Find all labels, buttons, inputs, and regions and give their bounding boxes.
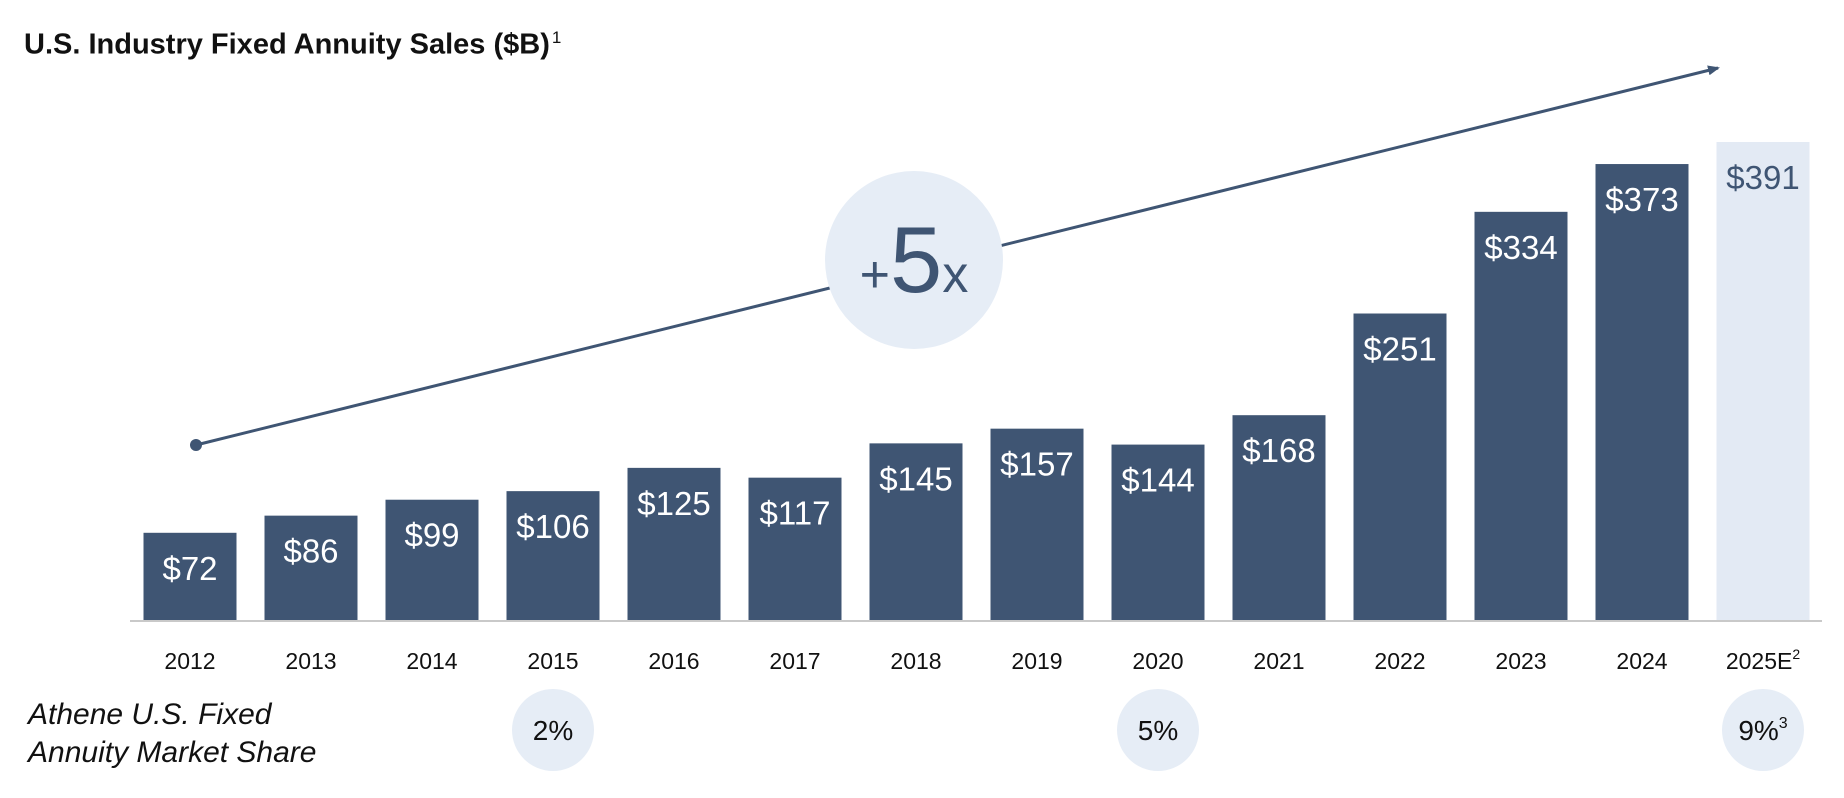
market-share-label-line1: Athene U.S. Fixed [28, 698, 272, 731]
bar-2015 [506, 491, 600, 621]
bar-value-label: $125 [637, 485, 710, 522]
bar-2016 [627, 467, 721, 621]
bar-2021 [1232, 415, 1326, 621]
chart-title-text: U.S. Industry Fixed Annuity Sales ($B) [24, 28, 550, 61]
multiplier-layer: +5x [825, 171, 1003, 349]
chart-title: U.S. Industry Fixed Annuity Sales ($B) 1 [24, 28, 561, 62]
bar-value-label: $106 [516, 508, 589, 545]
bar-2025E [1716, 142, 1810, 621]
bar-value-label: $391 [1726, 159, 1799, 196]
bar-2017 [748, 477, 842, 621]
bar-value-label: $72 [162, 550, 217, 587]
bar-value-label: $251 [1363, 331, 1436, 368]
bar-value-label: $157 [1000, 446, 1073, 483]
x-axis: 2012 2013 2014 2015 2016 2017 2018 2019 2020 2021… [130, 620, 1822, 674]
x-tick-label: 2022 [1374, 648, 1425, 674]
bar-2019 [990, 428, 1084, 621]
market-share-label-line2: Annuity Market Share [28, 736, 317, 769]
bar-value-label: $373 [1605, 181, 1678, 218]
market-share-bubble-2025E [1722, 689, 1804, 771]
x-tick-label: 2023 [1495, 648, 1546, 674]
x-tick-label: 2025E2 [1726, 646, 1801, 674]
x-tick-label: 2020 [1132, 648, 1183, 674]
bar-2013 [264, 515, 358, 621]
bar-2024 [1595, 164, 1689, 621]
market-share-value: 2% [533, 715, 573, 746]
x-tick-label: 2012 [164, 648, 215, 674]
bar-2022 [1353, 313, 1447, 621]
x-tick-label: 2014 [406, 648, 457, 674]
bar-2023 [1474, 211, 1568, 621]
bar-value-label: $145 [879, 460, 952, 497]
bar-value-label: $117 [760, 495, 831, 532]
bar-value-label: $168 [1242, 432, 1315, 469]
bar-value-label: $334 [1484, 229, 1557, 266]
x-tick-label: 2018 [890, 648, 941, 674]
growth-arrow-start-dot [190, 439, 202, 451]
x-tick-label: 2024 [1616, 648, 1667, 674]
x-tick-label: 2016 [648, 648, 699, 674]
bar-2012 [143, 532, 237, 621]
market-share-bubble-2015 [512, 689, 594, 771]
market-share-value: 5% [1138, 715, 1178, 746]
title-footnote: 1 [551, 28, 562, 47]
x-tick-label: 2015 [527, 648, 578, 674]
bar-2014 [385, 499, 479, 621]
multiplier-bubble [825, 171, 1003, 349]
x-tick-label: 2021 [1253, 648, 1304, 674]
x-tick-label: 2013 [285, 648, 336, 674]
bar-value-label: $86 [283, 533, 338, 570]
bar-value-label: $144 [1121, 462, 1194, 499]
x-tick-label: 2017 [769, 648, 820, 674]
market-share-bubble-2020 [1117, 689, 1199, 771]
bars-layer: $72 $86 $99 $106 $125 $117 $145 $157 $144 $168 $25… [143, 142, 1810, 621]
bar-value-label: $99 [404, 517, 459, 554]
x-tick-label: 2019 [1011, 648, 1062, 674]
multiplier-label: +5x [860, 207, 969, 312]
market-share-row: 2% 5% 9%3 [512, 689, 1804, 771]
market-share-label: Athene U.S. Fixed Annuity Market Share [28, 696, 388, 772]
bar-2020 [1111, 444, 1205, 621]
bar-2018 [869, 443, 963, 621]
